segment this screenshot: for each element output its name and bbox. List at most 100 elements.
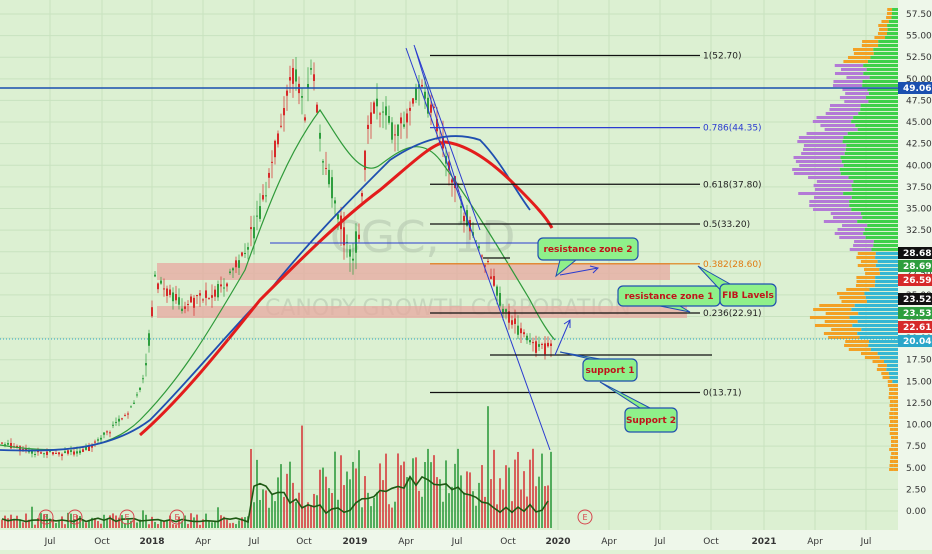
time-tick-label: Oct (94, 537, 110, 547)
volume-profile-bar (809, 200, 850, 203)
candle-body (421, 84, 423, 87)
volume-bar (499, 478, 501, 528)
candle-body (487, 261, 489, 263)
volume-profile-bar (837, 292, 865, 295)
price-tick-label: 12.50 (906, 399, 932, 409)
volume-profile-bar (868, 344, 898, 347)
volume-bar (469, 472, 471, 528)
volume-bar (181, 521, 183, 528)
candle-body (166, 288, 168, 296)
volume-bar (523, 471, 525, 528)
candle-body (496, 286, 498, 296)
time-tick-label: Apr (601, 537, 617, 547)
callout-text: resistance zone 1 (624, 292, 713, 302)
volume-profile-bar (860, 352, 878, 355)
volume-profile-bar (881, 372, 889, 375)
volume-profile-bar (892, 8, 898, 11)
volume-bar (277, 477, 279, 528)
channel-line (414, 47, 471, 229)
volume-bar (91, 517, 93, 528)
candle-body (301, 96, 303, 98)
volume-profile-bar (833, 80, 863, 83)
volume-bar (31, 506, 33, 528)
callout-text: support 1 (586, 366, 635, 376)
volume-profile-bar (857, 252, 876, 255)
candle-body (448, 161, 450, 170)
volume-bar (85, 522, 87, 528)
candle-body (130, 406, 132, 408)
candle-body (82, 449, 84, 452)
volume-profile-bar (883, 360, 898, 363)
volume-profile-bar (871, 248, 898, 251)
volume-profile-bar (842, 88, 868, 91)
candle-body (229, 271, 231, 274)
volume-profile-bar (832, 84, 863, 87)
volume-profile-bar (893, 428, 898, 431)
candle-body (178, 297, 180, 305)
candle-body (202, 299, 204, 301)
volume-bar (418, 490, 420, 528)
candle-body (64, 451, 66, 453)
volume-bar (283, 496, 285, 528)
volume-profile-bar (893, 456, 898, 459)
volume-bar (220, 515, 222, 528)
volume-bar (58, 520, 60, 528)
volume-profile-bar (864, 356, 880, 359)
callout-box (537, 237, 639, 261)
volume-bar (361, 507, 363, 528)
volume-bar (517, 451, 519, 528)
volume-profile-bar (893, 388, 898, 391)
volume-bar (406, 477, 408, 528)
candle-body (49, 451, 51, 453)
candle-body (343, 227, 345, 246)
volume-profile-bar (890, 440, 895, 443)
time-tick-label: Oct (703, 537, 719, 547)
volume-profile-bar (803, 144, 847, 147)
volume-profile-bar (877, 32, 887, 35)
candle-body (367, 124, 369, 129)
candle-body (220, 284, 222, 287)
volume-bar (1, 519, 3, 528)
volume-bar (274, 501, 276, 528)
earnings-marker-circle (38, 509, 54, 525)
volume-bar (397, 453, 399, 528)
volume-profile-bar (886, 32, 898, 35)
volume-profile-bar (888, 372, 898, 375)
volume-bar (232, 522, 234, 528)
arrow-head (563, 319, 571, 328)
watermark-symbol: CGC, 1D (330, 212, 515, 263)
fib-levels[interactable]: 1(52.70) 0.786(44.35) 0.618(37.80) 0.5(33.2… (430, 51, 762, 398)
candle-body (502, 308, 504, 313)
callouts[interactable]: resistance zone 2 resistance zone 1 FIB La… (537, 237, 777, 433)
volume-profile-bar (893, 420, 898, 423)
candle-body (190, 296, 192, 303)
volume-profile-bar (873, 52, 898, 55)
volume-bar (403, 461, 405, 528)
volume-bar (550, 451, 552, 528)
price-badge-label: 26.59 (903, 276, 931, 286)
downtrend-line-inner (413, 44, 481, 231)
volume-profile-bar (889, 460, 894, 463)
volume-profile-bar (839, 96, 867, 99)
volume-bar (322, 467, 324, 528)
volume-profile-bar (841, 160, 898, 163)
volume-profile-bar (870, 348, 898, 351)
trend-drawings[interactable] (270, 44, 712, 451)
volume-bars (1, 406, 552, 528)
price-badge (898, 307, 932, 319)
time-axis[interactable] (0, 530, 898, 550)
volume-bar (463, 492, 465, 528)
volume-profile-bar (797, 140, 843, 143)
candle-body (325, 167, 327, 169)
volume-profile-bar (873, 240, 898, 243)
volume-bar (217, 507, 219, 528)
volume-bar (46, 514, 48, 528)
volume-profile-bar (856, 276, 876, 279)
volume-profile-bar (848, 348, 871, 351)
volume-bar (37, 518, 39, 528)
volume-profile-bar (814, 188, 853, 191)
volume-profile-bar (889, 432, 894, 435)
candle-body (424, 91, 426, 99)
